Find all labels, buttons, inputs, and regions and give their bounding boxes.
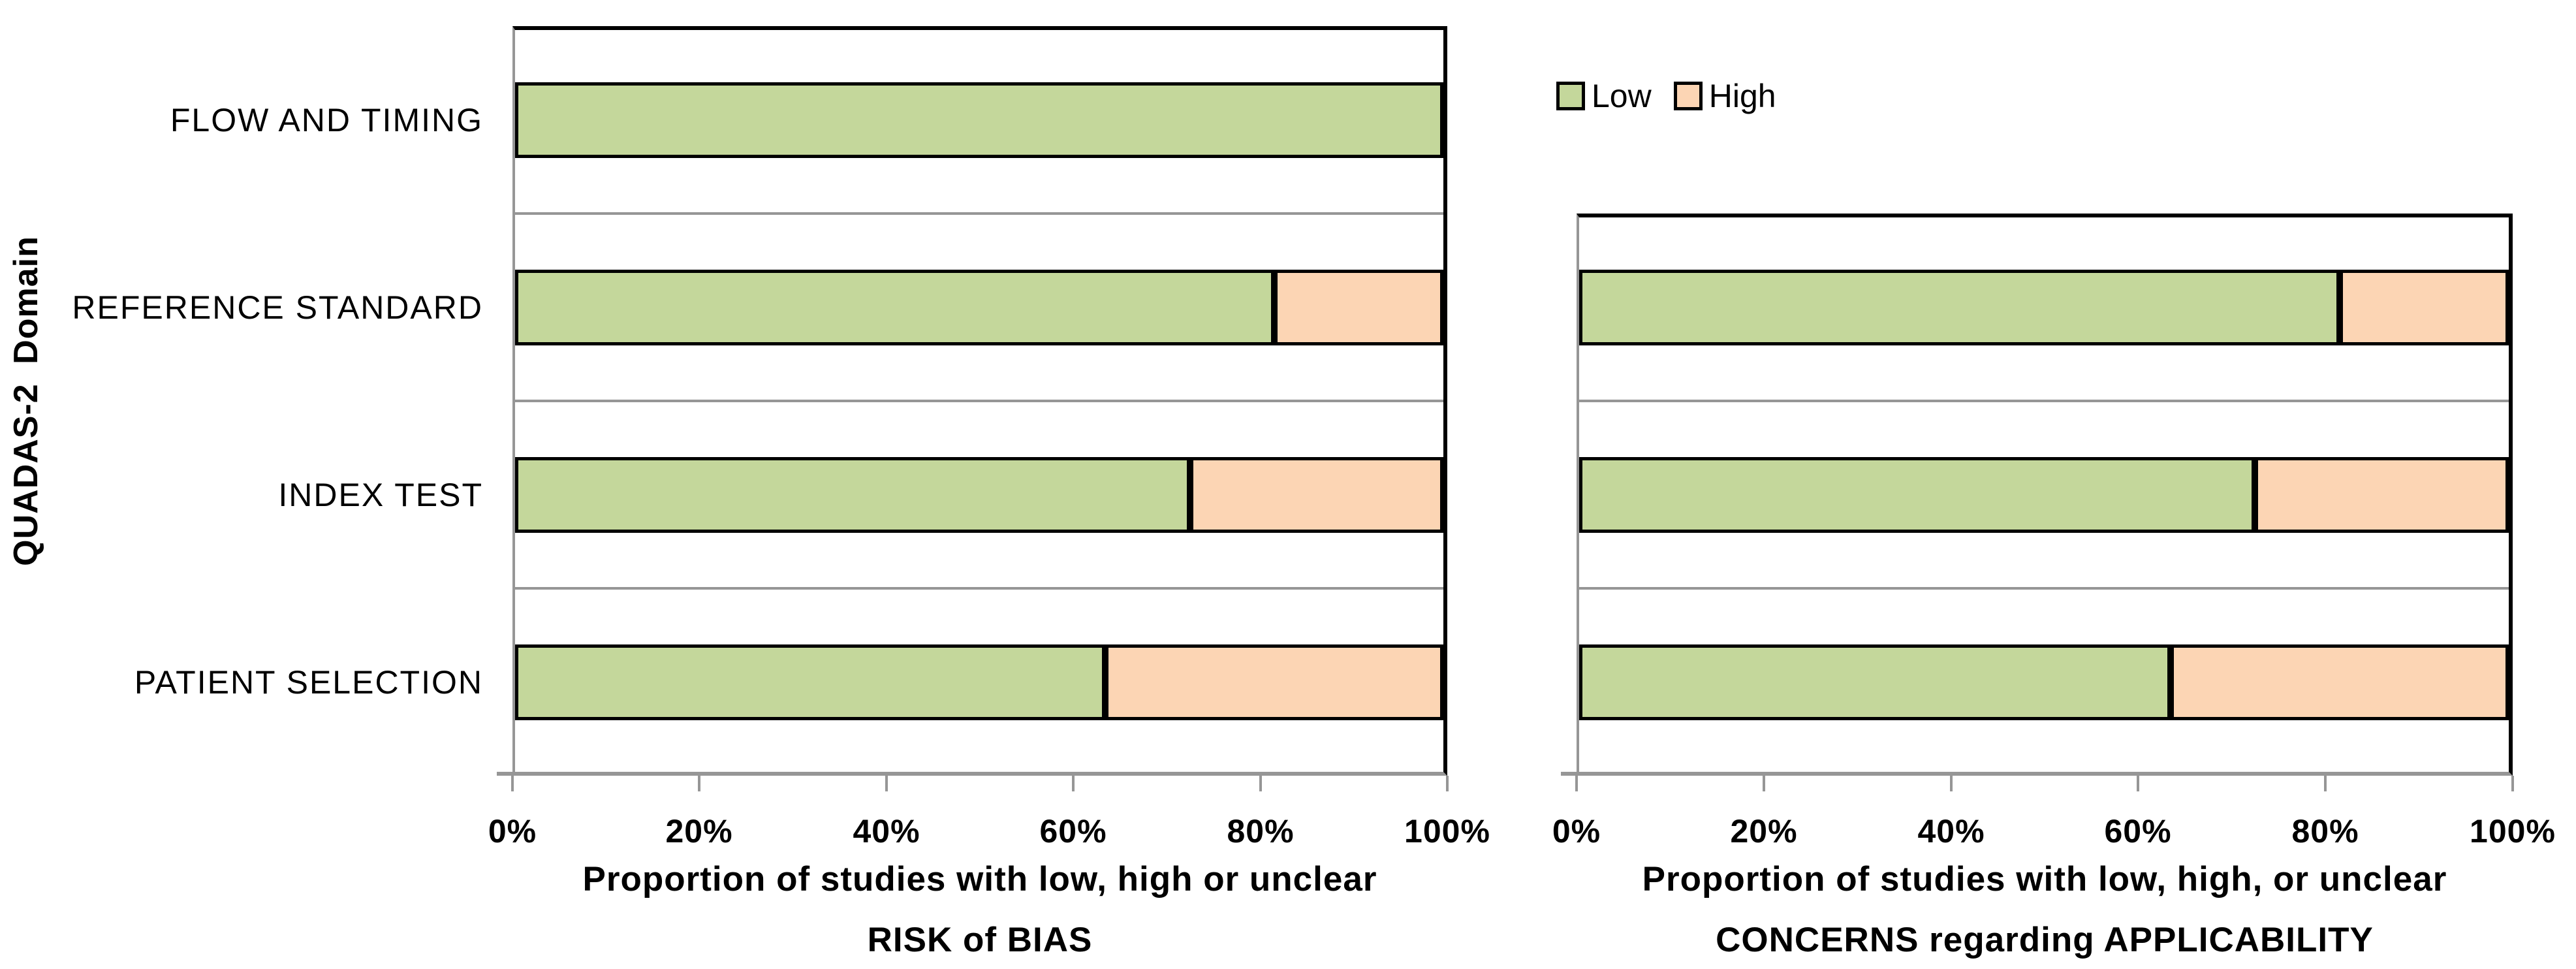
bar-segment-low: [515, 644, 1106, 720]
x-axis-tick: [2511, 776, 2514, 791]
legend-label-low: Low: [1592, 78, 1652, 114]
bar-segment-high: [2339, 270, 2509, 345]
category-label: PATIENT SELECTION: [134, 664, 483, 701]
x-axis-tick-label: 40%: [1917, 813, 1985, 850]
x-axis-tick: [2324, 776, 2327, 791]
bar-segment-high: [2255, 457, 2509, 533]
bar-segment-low: [1579, 270, 2340, 345]
risk-of-bias-axis-title-line2: RISK of BIAS: [867, 921, 1093, 959]
bar-segment-low: [1579, 644, 2171, 720]
x-axis-tick-label: 100%: [1404, 813, 1490, 850]
x-axis-tick-label: 60%: [2104, 813, 2172, 850]
bar-segment-low: [1579, 457, 2255, 533]
category-separator-gridline: [1579, 587, 2509, 590]
bar-segment-high: [2170, 644, 2509, 720]
x-axis-tick: [885, 776, 888, 791]
x-axis-tick: [1575, 776, 1578, 791]
x-axis-tick-label: 0%: [488, 813, 537, 850]
category-label: FLOW AND TIMING: [170, 102, 483, 138]
risk-of-bias-axis-title: Proportion of studies with low, high or …: [512, 859, 1447, 960]
bar-segment-high: [1189, 457, 1443, 533]
bar-segment-high: [1105, 644, 1443, 720]
bar-segment-high: [1274, 270, 1443, 345]
bar-segment-low: [515, 457, 1190, 533]
category-separator-gridline: [515, 400, 1443, 402]
category-separator-gridline: [1579, 400, 2509, 402]
x-axis-tick: [1072, 776, 1075, 791]
x-axis-tick: [511, 776, 514, 791]
x-axis-tick: [1763, 776, 1765, 791]
y-axis-title: QUADAS-2 Domain: [7, 236, 45, 566]
x-axis-tick: [1446, 776, 1449, 791]
x-axis-tick-label: 20%: [1730, 813, 1798, 850]
legend-item-low: Low: [1556, 77, 1652, 115]
category-label: REFERENCE STANDARD: [72, 289, 483, 326]
risk-of-bias-plot-area: [512, 26, 1447, 776]
x-axis-tick-label: 80%: [1227, 813, 1295, 850]
legend: Low High: [1556, 77, 1776, 115]
x-axis-tick-label: 40%: [853, 813, 920, 850]
x-axis-tick: [698, 776, 700, 791]
legend-item-high: High: [1673, 77, 1776, 115]
bar-segment-low: [515, 270, 1275, 345]
applicability-axis-title-line1: Proportion of studies with low, high, or…: [1642, 860, 2447, 898]
category-separator-gridline: [515, 587, 1443, 590]
x-axis-tick-label: 20%: [665, 813, 733, 850]
x-axis-tick: [2137, 776, 2139, 791]
high-swatch-icon: [1673, 82, 1703, 110]
applicability-plot-area: [1577, 214, 2513, 776]
risk-of-bias-axis-title-line1: Proportion of studies with low, high or …: [582, 860, 1377, 898]
applicability-axis-title-line2: CONCERNS regarding APPLICABILITY: [1716, 921, 2374, 959]
bar-segment-low: [515, 82, 1443, 158]
x-axis-line-overhang: [497, 772, 512, 776]
applicability-axis-title: Proportion of studies with low, high, or…: [1577, 859, 2513, 960]
category-label: INDEX TEST: [278, 477, 483, 513]
x-axis-tick-label: 60%: [1039, 813, 1107, 850]
legend-label-high: High: [1708, 78, 1776, 114]
x-axis-tick-label: 80%: [2291, 813, 2359, 850]
x-axis-line-overhang: [1561, 772, 1577, 776]
low-swatch-icon: [1556, 82, 1585, 110]
x-axis-tick: [1259, 776, 1262, 791]
x-axis-tick-label: 100%: [2470, 813, 2556, 850]
x-axis-tick-label: 0%: [1552, 813, 1601, 850]
x-axis-tick: [1950, 776, 1953, 791]
category-separator-gridline: [515, 212, 1443, 215]
